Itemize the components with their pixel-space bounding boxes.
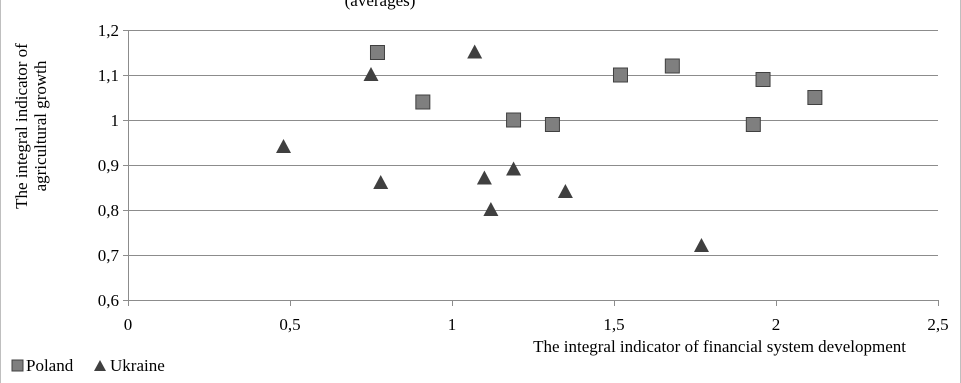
y-tick-label: 0,9 (98, 156, 119, 175)
y-tick-label: 0,6 (98, 291, 119, 310)
x-tick-label: 0 (124, 315, 133, 334)
ukraine-point-6 (506, 161, 522, 176)
poland-point-3 (544, 117, 560, 132)
data-points (276, 44, 823, 252)
x-tick-label: 2 (772, 315, 781, 334)
legend-poland-marker (11, 359, 24, 372)
x-tick-label: 0,5 (279, 315, 300, 334)
y-axis-title-line2: agricultural growth (31, 60, 50, 191)
poland-point-5 (664, 58, 680, 74)
x-tick-label: 2,5 (927, 315, 948, 334)
x-tick-label: 1,5 (603, 315, 624, 334)
poland-point-2 (506, 112, 522, 128)
x-tick-label: 1 (448, 315, 457, 334)
ukraine-point-8 (693, 238, 709, 252)
ukraine-point-3 (467, 44, 483, 59)
ukraine-point-5 (483, 202, 499, 216)
poland-point-1 (415, 94, 431, 110)
poland-point-4 (612, 67, 628, 83)
ukraine-point-0 (276, 139, 292, 153)
chart-title-fragment: (averages) (345, 0, 416, 10)
y-axis-title-line1: The integral indicator of (12, 43, 31, 209)
y-tick-label: 0,8 (98, 201, 119, 220)
y-tick-label: 0,7 (98, 246, 120, 265)
poland-point-0 (369, 45, 385, 60)
gridlines (128, 30, 938, 256)
legend: Poland Ukraine (11, 356, 165, 375)
y-tick-label: 1 (111, 111, 120, 130)
axes (123, 30, 939, 306)
poland-point-6 (745, 117, 761, 132)
x-axis-title: The integral indicator of financial syst… (533, 337, 906, 356)
legend-ukraine-marker (94, 360, 106, 371)
y-tick-label: 1,2 (98, 21, 119, 40)
poland-point-7 (755, 72, 771, 87)
poland-point-8 (807, 90, 823, 105)
ukraine-point-4 (476, 170, 492, 185)
legend-ukraine-label: Ukraine (110, 356, 165, 375)
y-tick-label: 1,1 (98, 66, 119, 85)
ukraine-point-7 (557, 184, 573, 198)
ukraine-point-1 (363, 67, 379, 81)
ukraine-point-2 (373, 175, 389, 189)
tick-labels: 0,6 0,7 0,8 0,9 1 1,1 1,2 0 0,5 1 1,5 2 2,5 (98, 21, 949, 334)
legend-poland-label: Poland (26, 356, 74, 375)
